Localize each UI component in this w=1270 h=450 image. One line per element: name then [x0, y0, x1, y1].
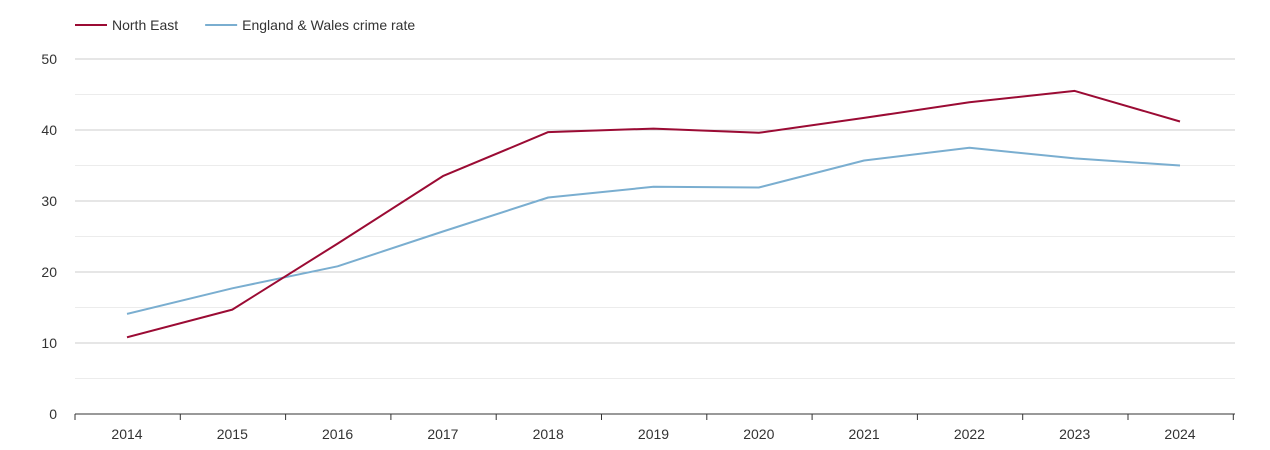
- legend-label: England & Wales crime rate: [242, 17, 415, 33]
- x-tick-label: 2024: [1164, 426, 1195, 442]
- gridlines: [75, 58, 1235, 379]
- series-line-north-east: [126, 89, 1181, 339]
- x-axis: 2014 2015 2016 2017 2018 2019 2020 2021 2022 2023…: [74, 413, 1235, 442]
- y-tick-label: 0: [49, 406, 57, 422]
- y-tick-label: 50: [41, 51, 57, 67]
- y-axis: 0 10 20 30 40 50: [41, 51, 57, 422]
- x-tick-label: 2014: [111, 426, 142, 442]
- x-tick-label: 2016: [322, 426, 353, 442]
- legend-label: North East: [112, 17, 178, 33]
- series-group: [126, 89, 1181, 339]
- x-tick-label: 2017: [427, 426, 458, 442]
- series-line-england-wales-crime-rate: [126, 146, 1181, 315]
- legend: North East England & Wales crime rate: [75, 17, 415, 33]
- legend-item[interactable]: North East: [75, 17, 178, 33]
- legend-item[interactable]: England & Wales crime rate: [205, 17, 415, 33]
- x-tick-label: 2020: [743, 426, 774, 442]
- x-tick-label: 2021: [849, 426, 880, 442]
- y-tick-label: 20: [41, 264, 57, 280]
- y-tick-label: 40: [41, 122, 57, 138]
- y-tick-label: 10: [41, 335, 57, 351]
- x-tick-label: 2022: [954, 426, 985, 442]
- x-tick-label: 2023: [1059, 426, 1090, 442]
- x-tick-label: 2018: [533, 426, 564, 442]
- x-tick-label: 2015: [217, 426, 248, 442]
- x-tick-label: 2019: [638, 426, 669, 442]
- y-tick-label: 30: [41, 193, 57, 209]
